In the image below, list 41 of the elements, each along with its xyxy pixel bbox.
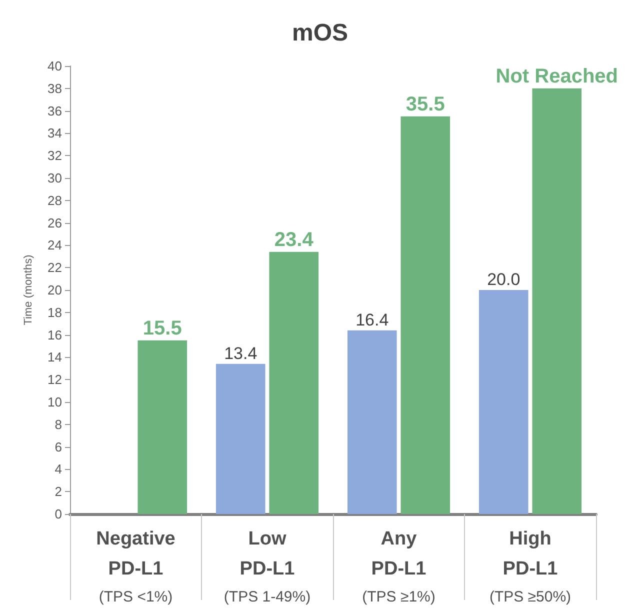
y-tick-label: 14 <box>48 350 62 365</box>
data-label: 23.4 <box>274 228 314 251</box>
y-tick-label: 28 <box>48 192 62 208</box>
y-tick-label: 8 <box>54 416 62 432</box>
y-tick-label: 32 <box>48 148 62 164</box>
y-tick-label: 12 <box>48 372 62 388</box>
data-label: 13.4 <box>224 344 258 363</box>
y-tick-label: 18 <box>48 304 62 320</box>
y-tick-label: 34 <box>48 126 62 141</box>
y-tick-label: 4 <box>54 462 62 477</box>
data-label: 35.5 <box>406 93 445 116</box>
y-tick-label: 20 <box>48 282 62 298</box>
y-tick-label: 0 <box>54 506 62 522</box>
y-tick-label: 6 <box>54 439 62 454</box>
chart-title: mOS <box>292 20 348 46</box>
y-tick-label: 30 <box>48 170 62 186</box>
bar <box>400 116 450 514</box>
x-tick-label: Negative PD-L1 (TPS <1%) <box>96 528 176 606</box>
y-tick-label: 22 <box>48 260 62 276</box>
bar <box>347 330 397 514</box>
bar <box>532 88 582 514</box>
bar <box>478 290 528 514</box>
x-tick-label: Low PD-L1 (TPS 1-49%) <box>224 528 311 606</box>
data-label: 20.0 <box>487 270 520 289</box>
y-tick-label: 24 <box>48 238 62 253</box>
y-tick-label: 40 <box>48 58 62 74</box>
y-tick-label: 10 <box>48 394 62 410</box>
x-tick-label: High PD-L1 (TPS ≥50%) <box>489 528 572 606</box>
bar <box>138 340 188 514</box>
data-label: Not Reached <box>496 65 618 88</box>
y-tick-label: 26 <box>48 215 62 230</box>
y-tick-label: 38 <box>48 80 62 96</box>
y-tick-label: 2 <box>54 484 62 500</box>
data-label: 15.5 <box>142 317 182 340</box>
bar <box>216 364 266 514</box>
x-tick-label: Any PD-L1 (TPS ≥1%) <box>362 528 436 606</box>
y-axis-title: Time (months) <box>22 254 34 326</box>
bar <box>269 252 319 514</box>
y-tick-label: 36 <box>48 103 62 118</box>
y-tick-label: 16 <box>48 327 62 342</box>
data-label: 16.4 <box>356 310 389 330</box>
